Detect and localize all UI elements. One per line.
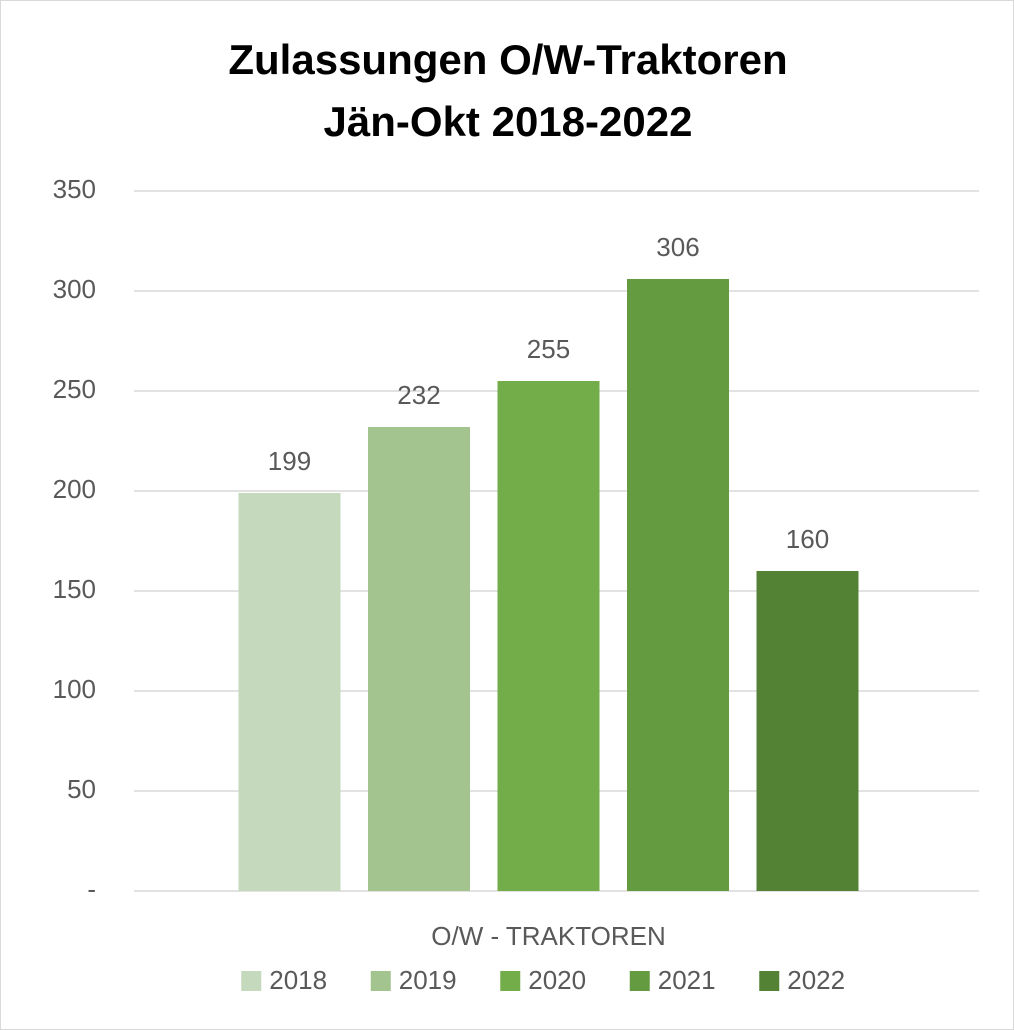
- y-tick-label: 150: [53, 574, 96, 604]
- bar: [497, 381, 600, 891]
- data-label: 255: [527, 334, 570, 364]
- chart-title: Zulassungen O/W-Traktoren Jän-Okt 2018-2…: [228, 36, 788, 145]
- x-tick-label: O/W - TRAKTOREN: [431, 921, 666, 951]
- legend-swatch: [370, 971, 391, 991]
- y-tick-label: 350: [53, 174, 96, 204]
- legend-label: 2022: [787, 965, 845, 995]
- legend-label: 2019: [399, 965, 457, 995]
- data-label: 160: [786, 524, 829, 554]
- legend-swatch: [759, 971, 780, 991]
- legend-label: 2020: [528, 965, 586, 995]
- data-label: 199: [268, 446, 311, 476]
- legend-swatch: [500, 971, 521, 991]
- legend-label: 2021: [658, 965, 716, 995]
- legend-label: 2018: [269, 965, 327, 995]
- y-tick-label: 50: [67, 774, 96, 804]
- data-label: 306: [656, 232, 699, 262]
- bar: [238, 493, 341, 891]
- y-tick-label: 250: [53, 374, 96, 404]
- y-tick-label: 100: [53, 674, 96, 704]
- y-tick-label: 300: [53, 274, 96, 304]
- bar: [756, 571, 859, 891]
- y-tick-label: -: [87, 874, 96, 904]
- bar: [627, 279, 729, 891]
- legend-swatch: [629, 971, 650, 991]
- y-tick-label: 200: [53, 474, 96, 504]
- legend-swatch: [241, 971, 262, 991]
- bar: [368, 427, 470, 891]
- data-label: 232: [397, 380, 440, 410]
